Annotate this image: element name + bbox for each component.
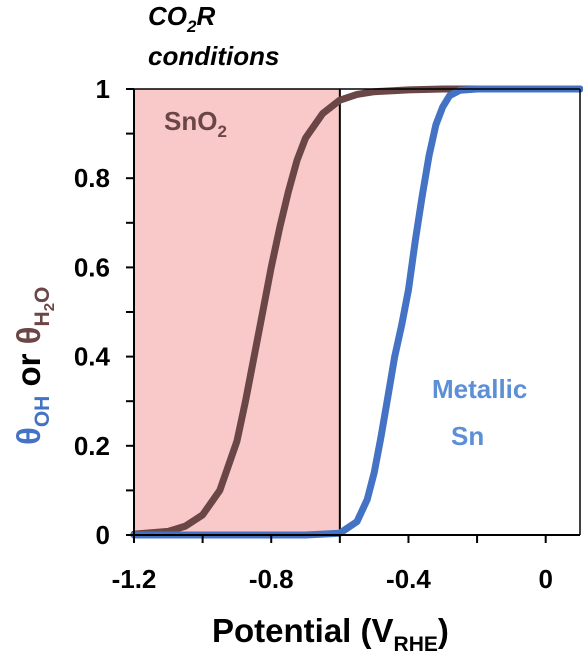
x-tick-label: -0.4 — [386, 564, 431, 594]
x-tick-label: -1.2 — [112, 564, 157, 594]
annotation-line1: CO2R — [148, 1, 215, 36]
annotation-line2: conditions — [148, 41, 279, 71]
x-tick-label: -0.8 — [249, 564, 294, 594]
y-tick-label: 0.6 — [74, 252, 110, 282]
y-tick-label: 0.4 — [74, 342, 111, 372]
y-tick-label: 0.8 — [74, 163, 110, 193]
x-axis-label: Potential (VRHE) — [212, 612, 449, 652]
metallic-series-label: Metallic — [432, 374, 527, 404]
y-tick-label: 0.2 — [74, 431, 110, 461]
sn-series-label: Sn — [451, 421, 484, 451]
y-tick-label: 0 — [96, 520, 110, 550]
sno2-series-label: SnO2 — [164, 106, 227, 141]
metallic-sn-curve — [130, 85, 583, 539]
y-axis-label: θOH or θH2O — [10, 287, 58, 445]
x-tick-label: 0 — [538, 564, 552, 594]
co2r-shaded-region — [134, 89, 340, 535]
y-tick-label: 1 — [96, 74, 110, 104]
